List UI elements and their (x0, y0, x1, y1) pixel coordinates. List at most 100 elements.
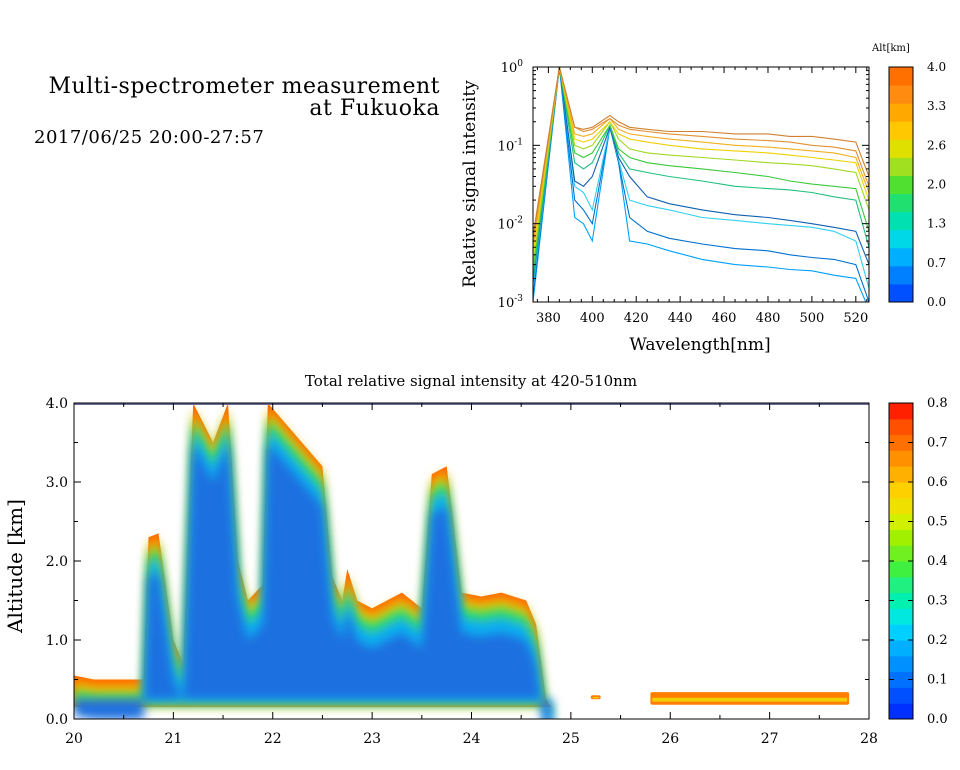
colorbar-tick-label: 0.8 (927, 396, 948, 411)
thin-cloud-core (652, 697, 848, 702)
spectrum-series-group (533, 67, 869, 302)
colorbar-tick-label: 0.0 (927, 295, 946, 309)
x-tick-label: 420 (624, 311, 649, 326)
colorbar-tick-label: 0.6 (927, 475, 948, 490)
x-tick-label: 520 (843, 311, 868, 326)
x-tick-label: 480 (756, 311, 781, 326)
x-tick-label: 22 (264, 731, 282, 747)
spectrum-series-line (533, 67, 869, 283)
colorbar-swatch (889, 576, 913, 594)
colorbar-swatch (889, 545, 913, 562)
colorbar-swatch (889, 85, 913, 104)
colorbar-tick-label: 2.0 (927, 178, 946, 192)
colorbar-swatch (889, 497, 913, 515)
cloud-intensity-area (74, 403, 850, 719)
x-tick-label: 24 (463, 731, 481, 747)
colorbar-swatch (889, 403, 913, 420)
colorbar-swatch (889, 211, 913, 231)
intensity-heatmap-chart: Total relative signal intensity at 420-5… (3, 372, 948, 747)
colorbar-swatch (889, 418, 913, 436)
spectrum-y-axis-label: Relative signal intensity (460, 80, 480, 288)
colorbar-swatch (889, 434, 913, 451)
colorbar-swatch (889, 671, 913, 688)
x-tick-label: 20 (65, 731, 83, 747)
spectrum-x-axis-label: Wavelength[nm] (629, 335, 770, 355)
thin-cloud-core (592, 697, 599, 699)
main-title-line1: Multi-spectrometer measurement (48, 74, 440, 99)
colorbar-swatch (889, 67, 913, 86)
colorbar-swatch (889, 640, 913, 657)
colorbar-tick-label: 0.2 (927, 633, 948, 648)
colorbar-swatch (889, 529, 913, 546)
y-tick-label: 10-2 (498, 216, 523, 233)
colorbar-swatch (889, 283, 913, 303)
colorbar-tick-label: 3.3 (927, 99, 946, 113)
colorbar-swatch (889, 592, 913, 609)
colorbar-swatch (889, 265, 913, 285)
colorbar-swatch (889, 703, 913, 720)
spectrum-series-line (533, 67, 869, 255)
x-tick-label: 27 (761, 731, 779, 747)
colorbar-tick-label: 4.0 (927, 60, 946, 74)
x-tick-label: 380 (536, 311, 561, 326)
x-tick-label: 460 (712, 311, 737, 326)
spectrum-series-line (533, 67, 869, 289)
x-tick-label: 400 (580, 311, 605, 326)
x-tick-label: 23 (363, 731, 381, 747)
colorbar-tick-label: 0.4 (927, 554, 948, 569)
colorbar-tick-label: 1.3 (927, 217, 946, 231)
colorbar-swatch (889, 513, 913, 530)
colorbar-tick-label: 2.6 (927, 138, 946, 152)
colorbar-swatch (889, 561, 913, 578)
main-title-line2: at Fukuoka (309, 96, 440, 121)
colorbar-swatch (889, 193, 913, 213)
y-tick-label: 3.0 (46, 475, 68, 491)
x-tick-label: 28 (860, 731, 878, 747)
spectrum-series-line (533, 67, 869, 242)
spectrum-series-line (533, 67, 869, 236)
heatmap-title: Total relative signal intensity at 420-5… (305, 372, 637, 390)
colorbar-swatch (889, 466, 913, 483)
colorbar-tick-label: 0.1 (927, 673, 948, 688)
spectrum-series-line (533, 67, 869, 265)
colorbar-swatch (889, 247, 913, 267)
spectrum-series-line (533, 67, 869, 248)
y-tick-label: 2.0 (46, 554, 68, 570)
colorbar-swatch (889, 687, 913, 704)
spectrum-plot-frame (532, 66, 870, 303)
spectrum-series-line (533, 67, 867, 302)
colorbar-swatch (889, 608, 913, 625)
y-tick-label: 4.0 (46, 396, 68, 412)
colorbar-tick-label: 0.5 (927, 515, 948, 530)
spectrum-series-line (533, 67, 869, 271)
colorbar-swatch (889, 624, 913, 641)
colorbar-swatch (889, 655, 913, 673)
spectrum-series-line (533, 67, 869, 302)
altitude-colorbar: 0.0 0.7 1.3 2.0 2.6 3.3 4.0 (888, 60, 946, 309)
x-tick-label: 21 (164, 731, 182, 747)
colorbar-tick-label: 0.7 (927, 436, 948, 451)
y-tick-label: 100 (501, 59, 524, 76)
x-tick-label: 25 (562, 731, 580, 747)
x-tick-label: 500 (799, 311, 824, 326)
y-tick-label: 10-1 (498, 137, 523, 154)
colorbar-swatch (889, 450, 913, 467)
intensity-colorbar: 0.0 0.1 0.2 0.3 0.4 0.5 0.6 0.7 0.8 (888, 396, 948, 727)
x-tick-label: 26 (661, 731, 679, 747)
heatmap-axis-ticks: 20 21 22 23 24 25 26 27 28 0.0 1.0 2.0 3.0 4.0 (46, 396, 878, 747)
date-range-label: 2017/06/25 20:00-27:57 (34, 127, 265, 148)
colorbar-swatch (889, 175, 913, 195)
colorbar-tick-label: 0.0 (927, 712, 948, 727)
y-tick-label: 10-3 (498, 294, 524, 311)
y-tick-label: 0.0 (46, 712, 68, 728)
heatmap-y-axis-label: Altitude [km] (3, 499, 27, 634)
colorbar-tick-label: 0.7 (927, 256, 946, 270)
colorbar-frame (888, 66, 914, 303)
cloud-core-low-intensity (74, 443, 551, 719)
spectrum-series-line (533, 67, 869, 279)
colorbar-tick-label: 0.3 (927, 594, 948, 609)
x-tick-label: 440 (668, 311, 693, 326)
altitude-colorbar-label: Alt[km] (871, 43, 910, 54)
colorbar-swatch (889, 157, 913, 176)
